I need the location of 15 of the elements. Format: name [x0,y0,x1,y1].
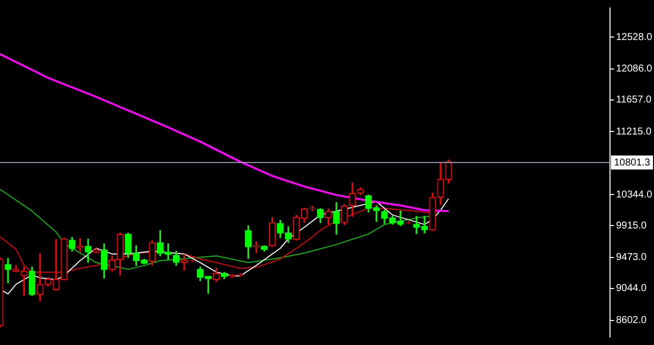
y-tick-label: 11215.0 [616,126,652,138]
candlestick [4,258,12,284]
y-tick-label: 12528.0 [616,32,653,43]
candlestick [421,216,428,234]
candlestick [36,252,44,302]
y-tick-label: 11657.0 [616,94,652,106]
y-tick-label: 12086.0 [616,64,653,75]
ref-line-label: 10801.3 [614,157,651,168]
y-tick-label: 9915.0 [616,220,648,232]
y-tick-label: 10344.0 [616,189,653,200]
y-tick-label: 8602.0 [616,315,648,326]
candlestick [20,266,28,296]
candlestick [52,239,60,291]
y-tick-label: 9473.0 [616,252,648,264]
y-tick-label: 9044.0 [616,283,648,294]
